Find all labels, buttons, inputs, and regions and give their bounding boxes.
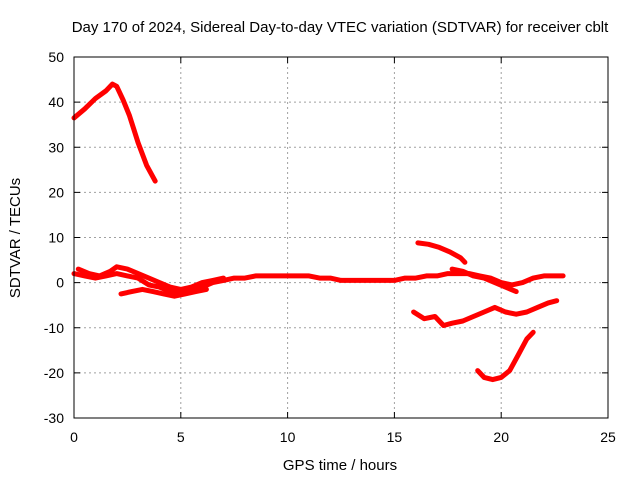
y-axis-label: SDTVAR / TECUs: [7, 178, 24, 298]
series-line-seg-6: [449, 266, 519, 295]
x-tick-label: 20: [493, 429, 509, 445]
y-tick-label: -10: [44, 320, 64, 336]
y-tick-label: 10: [48, 230, 64, 246]
series-line-seg-3: [75, 264, 226, 292]
y-tick-label: 50: [48, 49, 64, 65]
x-tick-label: 25: [600, 429, 616, 445]
y-tick-label: 30: [48, 139, 64, 155]
x-tick-label: 5: [177, 429, 185, 445]
y-tick-label: 40: [48, 94, 64, 110]
y-tick-label: 0: [56, 275, 64, 291]
series-group: [71, 81, 566, 383]
series-line-seg-5: [415, 240, 468, 265]
x-tick-label: 0: [70, 429, 78, 445]
x-axis-label: GPS time / hours: [283, 457, 397, 474]
series-line-seg-4: [118, 286, 209, 299]
axis-ticks: 0 5 10 15 20 25 -30 -20 -10 0 10 20 30 40 50: [44, 49, 616, 445]
series-line-seg-7: [411, 298, 560, 328]
y-tick-label: 20: [48, 184, 64, 200]
series-line-seg-8: [475, 329, 536, 383]
grid-lines: [74, 57, 608, 418]
y-tick-label: -20: [44, 365, 64, 381]
chart-title: Day 170 of 2024, Sidereal Day-to-day VTE…: [72, 19, 609, 36]
y-tick-label: -30: [44, 410, 64, 426]
x-tick-label: 10: [280, 429, 296, 445]
series-line-seg-1: [71, 81, 158, 184]
x-tick-label: 15: [387, 429, 403, 445]
